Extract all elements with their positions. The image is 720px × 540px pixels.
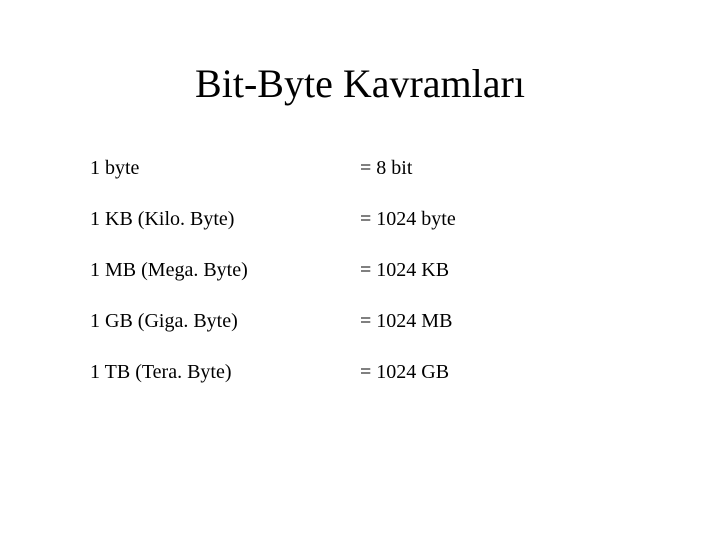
table-row: 1 MB (Mega. Byte) = 1024 KB — [90, 245, 630, 296]
unit-cell: 1 GB (Giga. Byte) — [90, 296, 360, 347]
slide-container: Bit-Byte Kavramları 1 byte = 8 bit 1 KB … — [0, 0, 720, 398]
unit-cell: 1 TB (Tera. Byte) — [90, 347, 360, 398]
unit-cell: 1 byte — [90, 143, 360, 194]
unit-cell: 1 MB (Mega. Byte) — [90, 245, 360, 296]
table-row: 1 TB (Tera. Byte) = 1024 GB — [90, 347, 630, 398]
value-cell: = 1024 GB — [360, 347, 630, 398]
table-row: 1 byte = 8 bit — [90, 143, 630, 194]
value-cell: = 8 bit — [360, 143, 630, 194]
value-cell: = 1024 MB — [360, 296, 630, 347]
conversion-table: 1 byte = 8 bit 1 KB (Kilo. Byte) = 1024 … — [90, 143, 630, 398]
page-title: Bit-Byte Kavramları — [90, 60, 630, 107]
table-row: 1 KB (Kilo. Byte) = 1024 byte — [90, 194, 630, 245]
value-cell: = 1024 byte — [360, 194, 630, 245]
table-row: 1 GB (Giga. Byte) = 1024 MB — [90, 296, 630, 347]
unit-cell: 1 KB (Kilo. Byte) — [90, 194, 360, 245]
value-cell: = 1024 KB — [360, 245, 630, 296]
